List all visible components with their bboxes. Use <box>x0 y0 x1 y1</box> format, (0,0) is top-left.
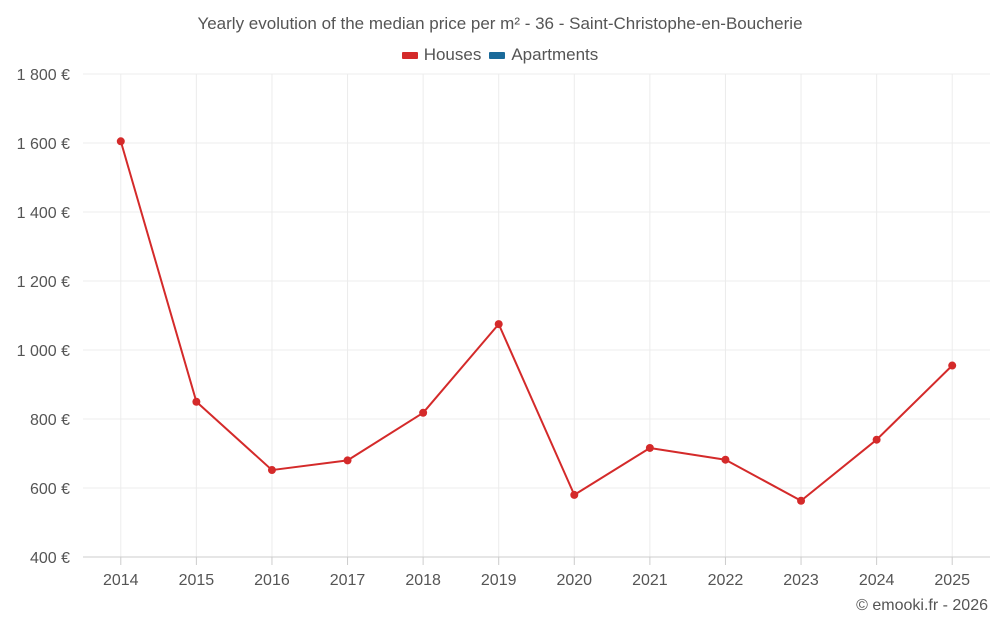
x-tick-label: 2024 <box>859 572 895 589</box>
grid <box>83 73 990 557</box>
data-point-houses-2015[interactable] <box>192 397 201 406</box>
data-point-houses-2018[interactable] <box>419 408 428 417</box>
x-tick-label: 2020 <box>556 572 592 589</box>
x-tick-label: 2015 <box>179 572 215 589</box>
data-point-houses-2019[interactable] <box>494 320 503 329</box>
y-tick-label: 1 200 € <box>17 274 70 291</box>
y-tick-labels: 400 € 600 € 800 € 1 000 € 1 200 € 1 400 € 1 60… <box>17 67 70 567</box>
data-point-houses-2024[interactable] <box>872 435 881 444</box>
axes <box>83 556 990 565</box>
x-tick-labels: 2014 2015 2016 2017 2018 2019 2020 2021 2022 2023… <box>103 572 970 589</box>
legend-item-apartments[interactable]: Apartments <box>489 45 598 65</box>
x-tick-label: 2021 <box>632 572 668 589</box>
credit: © emooki.fr - 2026 <box>856 597 988 614</box>
x-tick-label: 2017 <box>330 572 366 589</box>
data-point-houses-2016[interactable] <box>267 466 276 475</box>
legend: Houses Apartments <box>0 45 1000 65</box>
data-point-houses-2020[interactable] <box>570 490 579 499</box>
x-tick-label: 2014 <box>103 572 139 589</box>
y-tick-label: 400 € <box>30 550 70 567</box>
x-tick-label: 2022 <box>708 572 744 589</box>
legend-swatch-houses <box>401 51 418 59</box>
x-tick-label: 2016 <box>254 572 290 589</box>
data-point-houses-2014[interactable] <box>116 137 125 146</box>
y-tick-label: 1 400 € <box>17 205 70 222</box>
legend-swatch-apartments <box>489 51 506 59</box>
y-tick-label: 800 € <box>30 412 70 429</box>
legend-label-houses: Houses <box>423 45 482 64</box>
legend-label-apartments: Apartments <box>511 45 599 64</box>
x-tick-label: 2019 <box>481 572 517 589</box>
legend-item-houses[interactable]: Houses <box>401 45 482 65</box>
x-tick-label: 2025 <box>934 572 970 589</box>
data-point-houses-2025[interactable] <box>948 361 957 370</box>
chart-title: Yearly evolution of the median price per… <box>197 14 803 33</box>
data-point-houses-2021[interactable] <box>645 443 654 452</box>
series <box>116 137 957 505</box>
x-tick-label: 2023 <box>783 572 819 589</box>
data-point-houses-2022[interactable] <box>721 455 730 464</box>
y-tick-label: 1 600 € <box>17 136 70 153</box>
y-tick-label: 1 000 € <box>17 343 70 360</box>
y-tick-label: 1 800 € <box>17 67 70 84</box>
series-line-houses <box>119 140 953 502</box>
x-tick-label: 2018 <box>405 572 441 589</box>
y-tick-label: 600 € <box>30 481 70 498</box>
data-point-houses-2023[interactable] <box>797 496 806 505</box>
data-point-houses-2017[interactable] <box>343 456 352 465</box>
